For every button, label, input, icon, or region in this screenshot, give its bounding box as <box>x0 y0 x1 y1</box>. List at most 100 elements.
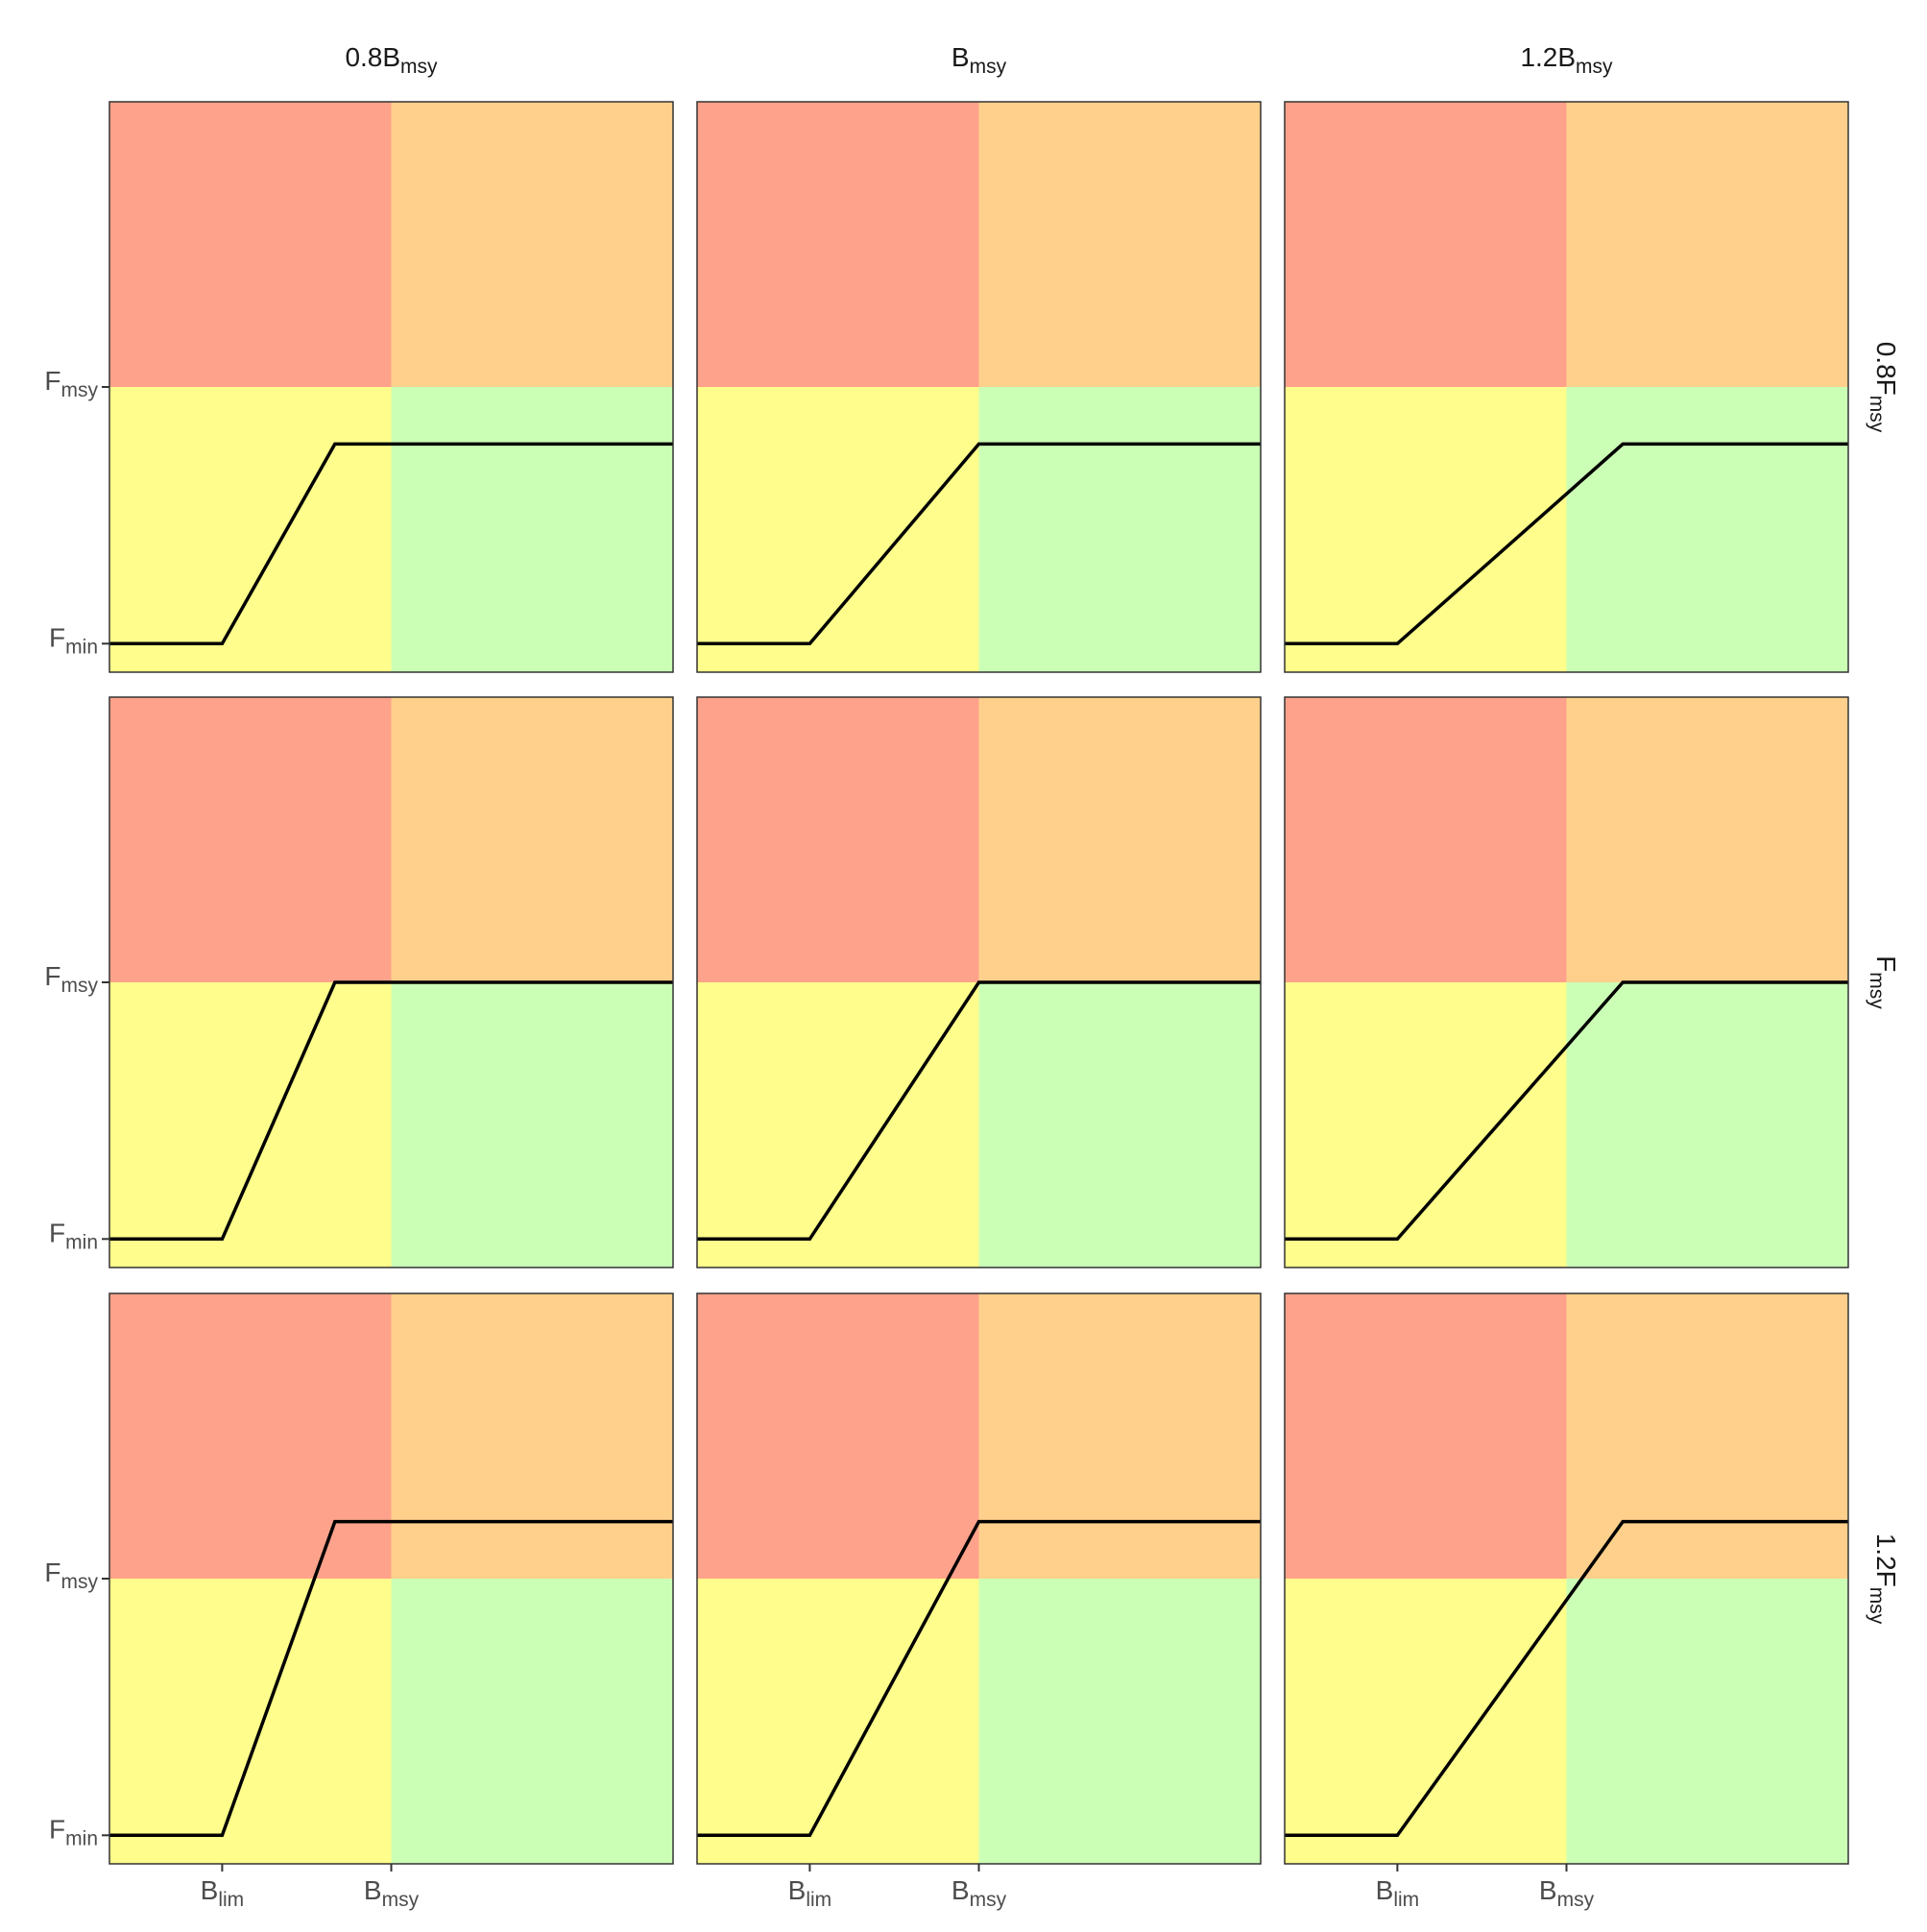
zone <box>109 102 392 387</box>
zone <box>697 1579 979 1864</box>
column-strip-label: 0.8Bmsy <box>345 42 438 77</box>
y-tick-label-sub: msy <box>61 379 99 401</box>
control-rule-line <box>697 442 1261 646</box>
control-rule-line <box>1285 1519 1848 1838</box>
y-tick-label-main: F <box>49 1815 65 1845</box>
x-tick-label: Blim <box>788 1875 832 1910</box>
zone <box>1566 387 1848 672</box>
column-strip-label-main: 0.8B <box>345 42 400 72</box>
control-rule-line <box>109 980 673 1242</box>
row-strip-label-sub: msy <box>1866 972 1888 1009</box>
y-tick-label-sub: msy <box>61 975 99 997</box>
zone <box>978 1579 1261 1864</box>
x-tick-label: Blim <box>1376 1875 1420 1910</box>
y-tick-label-main: F <box>44 1558 60 1587</box>
panel-border <box>1284 101 1849 673</box>
zone <box>1566 697 1848 982</box>
zone <box>391 982 673 1268</box>
zone <box>109 697 392 982</box>
zone <box>391 1579 673 1864</box>
y-tick-label: Fmin <box>49 1219 98 1253</box>
x-tick-label-main: B <box>364 1875 382 1905</box>
zone <box>978 387 1261 672</box>
zone <box>697 387 979 672</box>
x-tick-label-main: B <box>201 1875 219 1905</box>
zone <box>109 1579 392 1864</box>
zone <box>1285 1579 1567 1864</box>
column-strip-label-main: 1.2B <box>1520 42 1576 72</box>
row-strip-label-main: 1.2F <box>1871 1534 1901 1587</box>
y-tick-label-main: F <box>44 366 60 396</box>
control-rule-line <box>109 1519 673 1838</box>
zone <box>391 1293 673 1579</box>
row-strip-label-main: 0.8F <box>1871 342 1901 396</box>
control-rule-line <box>1285 980 1848 1242</box>
zone <box>1285 982 1567 1268</box>
y-tick-label-sub: msy <box>61 1571 99 1593</box>
zone <box>1285 1293 1567 1579</box>
y-tick-label-main: F <box>49 1219 65 1248</box>
column-strip-label: Bmsy <box>951 42 1007 77</box>
x-tick-label-sub: lim <box>1393 1889 1419 1911</box>
row-strip-label: 1.2Fmsy <box>1866 1534 1900 1625</box>
zone <box>697 697 979 982</box>
x-tick-label: Bmsy <box>1539 1875 1595 1910</box>
row-strip-label: 0.8Fmsy <box>1866 342 1900 433</box>
zone <box>109 387 392 672</box>
column-strip-label: 1.2Bmsy <box>1520 42 1613 77</box>
column-strip-label-sub: msy <box>1576 56 1613 78</box>
y-tick-label-sub: min <box>65 1231 98 1253</box>
row-strip-label: Fmsy <box>1866 955 1900 1009</box>
zone <box>1566 1293 1848 1579</box>
column-strip-label-main: B <box>951 42 970 72</box>
zone <box>697 102 979 387</box>
x-tick-label-main: B <box>951 1875 970 1905</box>
y-tick-label: Fmin <box>49 1815 98 1849</box>
column-strip-label-sub: msy <box>400 56 438 78</box>
zone <box>391 387 673 672</box>
control-rule-line <box>109 442 673 646</box>
control-rule-line <box>697 980 1261 1242</box>
row-strip-label-sub: msy <box>1866 1587 1888 1625</box>
zone <box>1285 387 1567 672</box>
zone <box>978 102 1261 387</box>
y-tick-label-main: F <box>49 623 65 653</box>
x-tick-label-sub: msy <box>1557 1889 1595 1911</box>
row-strip-label-main: F <box>1871 955 1901 972</box>
x-tick-label: Blim <box>201 1875 245 1910</box>
x-tick-label-sub: msy <box>382 1889 420 1911</box>
zone <box>391 697 673 982</box>
x-tick-label-sub: msy <box>970 1889 1007 1911</box>
row-strip-label-sub: msy <box>1866 396 1888 433</box>
zone <box>1566 102 1848 387</box>
y-tick-label-sub: min <box>65 1827 98 1849</box>
y-tick-label-main: F <box>44 961 60 991</box>
zone <box>109 1293 392 1579</box>
x-tick-label-sub: lim <box>218 1889 244 1911</box>
zone <box>697 1293 979 1579</box>
panel-border <box>1284 696 1849 1268</box>
y-tick-label: Fmsy <box>44 366 98 400</box>
zone <box>978 982 1261 1268</box>
column-strip-label-sub: msy <box>970 56 1007 78</box>
zone <box>1285 102 1567 387</box>
control-rule-line <box>1285 442 1848 646</box>
y-tick-label-sub: min <box>65 636 98 658</box>
x-tick-label-main: B <box>1376 1875 1394 1905</box>
zone <box>978 697 1261 982</box>
zone <box>109 982 392 1268</box>
zone <box>1566 1579 1848 1864</box>
panel-border <box>696 696 1262 1268</box>
x-tick-label-main: B <box>1539 1875 1557 1905</box>
panel-border <box>696 101 1262 673</box>
zone <box>1285 697 1567 982</box>
zone <box>697 982 979 1268</box>
y-tick-label: Fmsy <box>44 961 98 996</box>
control-rule-line <box>697 1519 1261 1838</box>
x-tick-label-sub: lim <box>806 1889 831 1911</box>
y-tick-label: Fmin <box>49 623 98 658</box>
x-tick-label: Bmsy <box>364 1875 420 1910</box>
zone <box>978 1293 1261 1579</box>
y-tick-label: Fmsy <box>44 1558 98 1592</box>
